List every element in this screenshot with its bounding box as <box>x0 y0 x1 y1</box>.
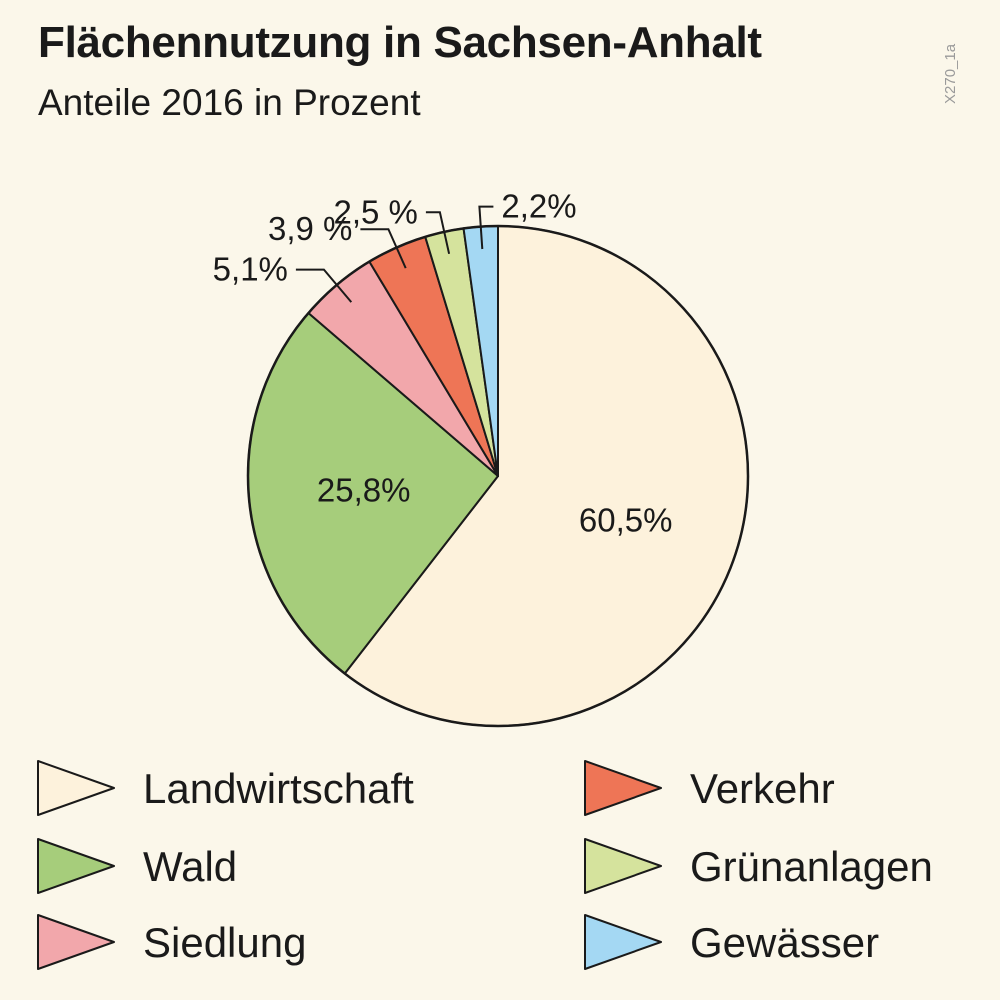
slice-label-verkehr: 3,9 % <box>268 210 352 247</box>
slice-label-siedlung: 5,1% <box>213 251 288 288</box>
legend: Landwirtschaft Wald Siedlung Verkehr Grünanl… <box>37 760 933 970</box>
slice-label-wald: 25,8% <box>317 472 411 509</box>
legend-marker-wald <box>37 838 115 894</box>
leader-line-gewaesser <box>478 205 494 250</box>
legend-label-verkehr: Verkehr <box>690 765 835 812</box>
legend-label-wald: Wald <box>143 843 237 890</box>
legend-marker-siedlung <box>37 914 115 970</box>
slice-label-gruenanlagen: 2,5 % <box>334 193 418 230</box>
legend-label-siedlung: Siedlung <box>143 919 306 966</box>
legend-label-gewaesser: Gewässer <box>690 919 879 966</box>
leader-line-siedlung <box>295 268 353 303</box>
pie-slices <box>247 224 749 727</box>
slice-label-gewaesser: 2,2% <box>501 188 576 225</box>
legend-label-gruenanlagen: Grünanlagen <box>690 843 933 890</box>
slice-labels: 60,5% 25,8% 5,1% 3,9 %2,5 % 2,2% <box>213 188 673 539</box>
leader-line-gruenanlagen <box>425 211 451 255</box>
legend-marker-verkehr <box>584 760 662 816</box>
chart-title: Flächennutzung in Sachsen-Anhalt <box>38 18 762 67</box>
legend-label-landwirtschaft: Landwirtschaft <box>143 765 414 812</box>
slice-label-landwirtschaft: 60,5% <box>579 502 673 539</box>
pie-outline <box>246 224 750 728</box>
legend-marker-gewaesser <box>584 914 662 970</box>
leader-line-verkehr <box>360 228 407 269</box>
legend-marker-landwirtschaft <box>37 760 115 816</box>
legend-marker-gruenanlagen <box>584 838 662 894</box>
chart-subtitle: Anteile 2016 in Prozent <box>38 82 421 123</box>
